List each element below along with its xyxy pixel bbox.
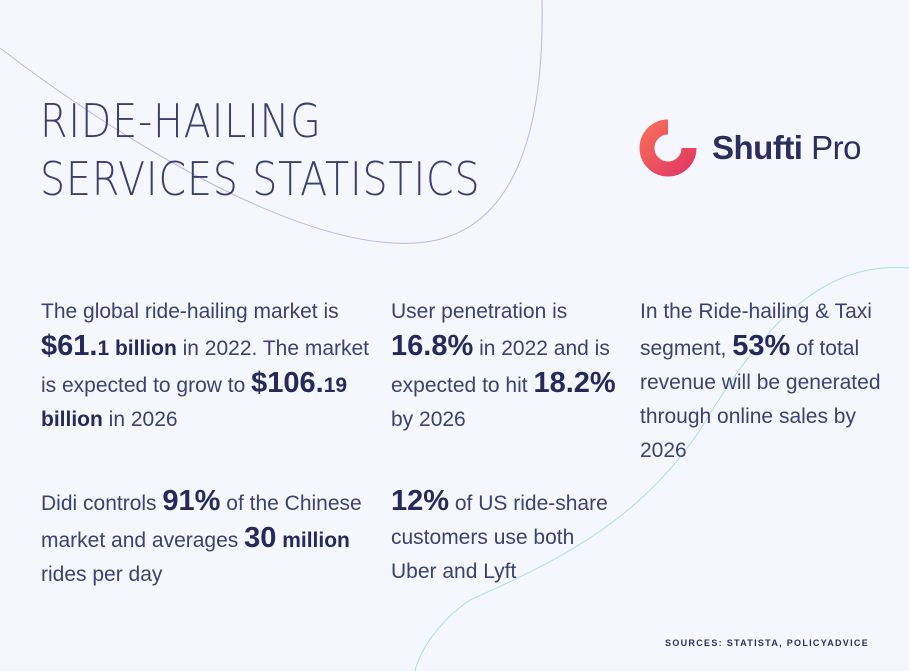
title-line-1: RIDE-HAILING <box>40 94 322 148</box>
stat-value: 18.2% <box>533 367 616 399</box>
shufti-pro-logo: Shufti Pro <box>638 115 862 181</box>
logo-ring <box>639 119 697 177</box>
stat-value: 16.8% <box>391 330 474 362</box>
page-title: RIDE-HAILING SERVICES STATISTICS <box>40 92 481 208</box>
stat-market-size: The global ride-hailing market is $61.1 … <box>41 300 370 431</box>
purple-curve <box>0 0 543 244</box>
stat-value: 12% <box>391 485 450 517</box>
sources-footnote: SOURCES: STATISTA, POLICYADVICE <box>665 638 869 648</box>
stat-value: 30 <box>244 522 277 554</box>
stat-user-penetration: User penetration is 16.8% in 2022 and is… <box>391 300 616 431</box>
stat-uber-lyft: 12% of US ride-share customers use both … <box>391 485 608 583</box>
title-line-2: SERVICES STATISTICS <box>40 152 481 206</box>
stat-value: $106. <box>251 367 324 399</box>
stat-online-revenue: In the Ride-hailing & Taxi segment, 53% … <box>640 300 881 462</box>
stat-value: $61. <box>41 330 98 362</box>
stat-value: 91% <box>162 485 221 517</box>
teal-curve <box>414 266 909 671</box>
logo-mark-icon <box>639 119 697 177</box>
stat-didi-share: Didi controls 91% of the Chinese market … <box>41 485 362 586</box>
logo-text: Shufti Pro <box>712 129 862 166</box>
stat-value: 53% <box>732 330 791 362</box>
